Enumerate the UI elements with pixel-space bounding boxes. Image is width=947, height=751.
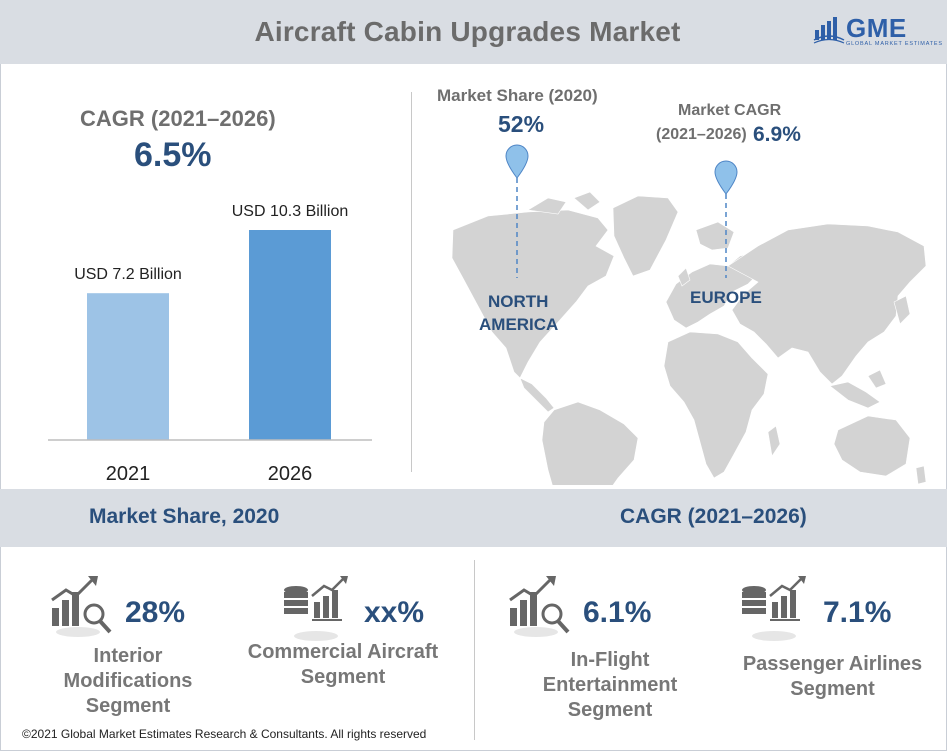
world-map bbox=[451, 144, 927, 485]
database-chart-icon bbox=[742, 576, 806, 641]
cagr-value: 6.5% bbox=[134, 136, 212, 174]
bottom-vertical-divider bbox=[474, 560, 475, 740]
segment-value: 7.1% bbox=[823, 596, 892, 629]
map-pin-icon bbox=[714, 160, 738, 195]
segment-label-line: Segment bbox=[85, 695, 171, 717]
bar-value-label: USD 10.3 Billion bbox=[232, 203, 349, 220]
market-share-value: 52% bbox=[498, 111, 545, 137]
bar-2021 bbox=[87, 293, 169, 440]
chart-magnifier-icon bbox=[51, 576, 112, 637]
segment-value: xx% bbox=[364, 596, 425, 629]
x-tick-label: 2026 bbox=[268, 463, 313, 485]
chart-magnifier-icon bbox=[509, 576, 570, 637]
logo-text: GME bbox=[846, 13, 907, 43]
band-cagr-title: CAGR (2021–2026) bbox=[620, 505, 807, 528]
copyright-footer: ©2021 Global Market Estimates Research &… bbox=[22, 727, 427, 741]
segment-label-line: Interior bbox=[93, 645, 163, 667]
segment-label-line: Entertainment bbox=[542, 674, 678, 696]
segment-label-line: Segment bbox=[567, 699, 653, 721]
segment-label-line: Modifications bbox=[63, 670, 193, 692]
globe-logo-icon bbox=[813, 17, 845, 44]
market-cagr-value: 6.9% bbox=[753, 123, 801, 146]
market-share-label: Market Share (2020) bbox=[437, 86, 598, 105]
map-pin-icon bbox=[505, 144, 529, 179]
database-chart-icon bbox=[284, 576, 348, 641]
gme-logo: GME GLOBAL MARKET ESTIMATES bbox=[812, 12, 942, 52]
segment-label-line: Passenger Airlines bbox=[742, 653, 923, 675]
logo-subtitle: GLOBAL MARKET ESTIMATES bbox=[846, 41, 943, 47]
bar-chart: USD 7.2 Billion 2021 USD 10.3 Billion 2026 bbox=[48, 203, 372, 485]
segment-label: Passenger Airlines Segment bbox=[730, 652, 935, 702]
segment-label: Commercial Aircraft Segment bbox=[238, 640, 448, 690]
segment-label: Interior Modifications Segment bbox=[28, 644, 228, 719]
vertical-divider bbox=[411, 92, 412, 472]
bar-2026 bbox=[249, 230, 331, 440]
segment-label-line: Commercial Aircraft bbox=[247, 641, 439, 663]
x-tick-label: 2021 bbox=[106, 463, 151, 485]
segment-label-line: Segment bbox=[300, 666, 386, 688]
bar-value-label: USD 7.2 Billion bbox=[74, 266, 182, 283]
market-cagr-period: (2021–2026) bbox=[656, 126, 747, 143]
segment-value: 6.1% bbox=[583, 596, 652, 629]
segment-label-line: In-Flight bbox=[570, 649, 650, 671]
segment-label: In-Flight Entertainment Segment bbox=[510, 648, 710, 723]
section-band bbox=[0, 489, 947, 547]
segment-value: 28% bbox=[125, 596, 186, 629]
segment-label-line: Segment bbox=[790, 678, 875, 700]
region-america-label: AMERICA bbox=[479, 315, 559, 334]
header-bar: Aircraft Cabin Upgrades Market GME GLOBA… bbox=[0, 0, 947, 64]
page-title: Aircraft Cabin Upgrades Market bbox=[254, 16, 681, 47]
region-europe-label: EUROPE bbox=[690, 288, 762, 307]
market-cagr-label: Market CAGR bbox=[678, 102, 782, 119]
cagr-label: CAGR (2021–2026) bbox=[80, 106, 276, 131]
region-north-label: NORTH bbox=[488, 292, 549, 311]
band-market-share-title: Market Share, 2020 bbox=[89, 505, 280, 528]
